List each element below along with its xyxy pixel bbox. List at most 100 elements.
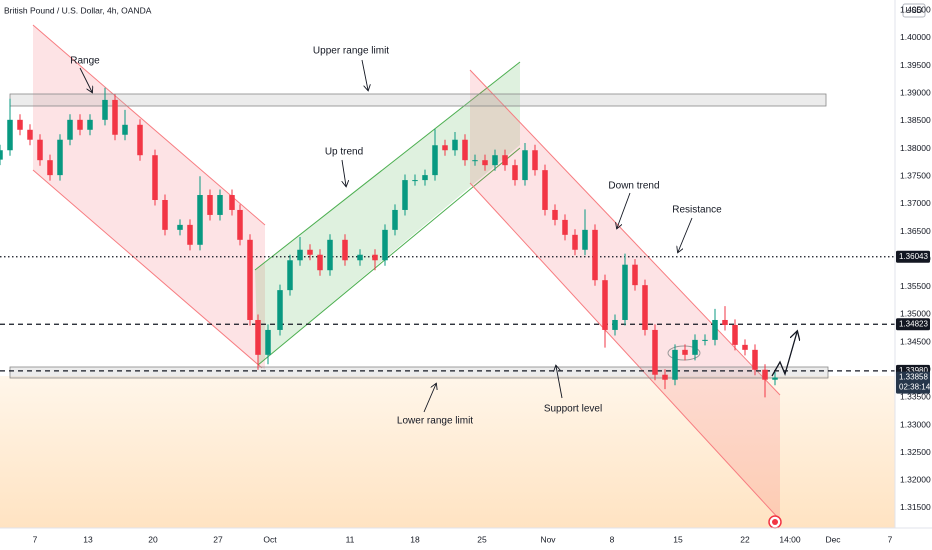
level-tag bbox=[896, 250, 930, 263]
candle-body bbox=[162, 199, 168, 230]
candle-body bbox=[7, 119, 13, 151]
candle-body bbox=[327, 239, 333, 271]
down-channel bbox=[33, 25, 265, 370]
candle-body bbox=[342, 239, 348, 261]
projection-arrow bbox=[771, 332, 797, 377]
candle-body bbox=[217, 195, 223, 215]
candle-body bbox=[0, 150, 3, 160]
annotation: Resistance bbox=[672, 205, 722, 216]
annotation: Down trend bbox=[608, 181, 659, 192]
y-tick-label: 1.39500 bbox=[900, 60, 931, 70]
event-icon-dot bbox=[772, 519, 778, 525]
candle-body bbox=[402, 180, 408, 210]
level-tag-label: 1.33980 bbox=[899, 366, 928, 375]
candle-body bbox=[762, 369, 768, 380]
candle-body bbox=[277, 290, 283, 330]
y-tick-label: 1.40000 bbox=[900, 32, 931, 42]
y-tick-label: 1.32500 bbox=[900, 447, 931, 457]
candle-body bbox=[137, 124, 143, 156]
candle-body bbox=[542, 170, 548, 210]
candle-body bbox=[672, 349, 678, 380]
level-tag bbox=[896, 318, 930, 331]
candle-body bbox=[122, 124, 128, 135]
pointer bbox=[678, 217, 693, 252]
x-tick-label: 11 bbox=[346, 534, 355, 544]
candle-body bbox=[422, 175, 428, 181]
candle-body bbox=[442, 145, 448, 151]
candle-body bbox=[522, 150, 528, 181]
y-tick-label: 1.38500 bbox=[900, 115, 931, 125]
countdown-label: 02:38:14 bbox=[899, 383, 931, 392]
candle-body bbox=[47, 160, 53, 176]
candle-body bbox=[265, 329, 271, 355]
candle-body bbox=[732, 324, 738, 345]
y-tick-label: 1.35000 bbox=[900, 309, 931, 319]
annotation: Support level bbox=[544, 404, 602, 415]
candle-body bbox=[57, 139, 63, 176]
y-tick-label: 1.31500 bbox=[900, 502, 931, 512]
candle-body bbox=[37, 139, 43, 161]
zone-fill bbox=[0, 376, 895, 528]
y-tick-label: 1.39000 bbox=[900, 88, 931, 98]
pointer bbox=[341, 159, 346, 186]
candle-body bbox=[712, 319, 718, 340]
x-tick-label: 7 bbox=[33, 534, 38, 544]
candle-body bbox=[552, 209, 558, 220]
candle-body bbox=[722, 319, 728, 325]
x-tick-label: Nov bbox=[540, 534, 556, 544]
candle-body bbox=[742, 344, 748, 350]
y-tick-label: 1.32000 bbox=[900, 475, 931, 485]
candle-body bbox=[229, 195, 235, 210]
candle-body bbox=[392, 209, 398, 230]
channel-line bbox=[32, 24, 266, 226]
candle-body bbox=[67, 119, 73, 140]
candle-body bbox=[297, 249, 303, 261]
annotation: Upper range limit bbox=[313, 46, 389, 57]
candle-body bbox=[662, 374, 668, 380]
candle-body bbox=[512, 165, 518, 181]
candle-body bbox=[237, 209, 243, 240]
candle-body bbox=[307, 249, 313, 255]
currency-badge[interactable] bbox=[902, 3, 926, 18]
x-tick-label: 13 bbox=[83, 534, 93, 544]
candle-body bbox=[592, 229, 598, 281]
candle-body bbox=[177, 224, 183, 230]
x-tick-label: 18 bbox=[410, 534, 420, 544]
candle-body bbox=[287, 260, 293, 291]
candle-body bbox=[197, 195, 203, 245]
y-tick-label: 1.37000 bbox=[900, 198, 931, 208]
pointer bbox=[79, 67, 92, 92]
candle-body bbox=[412, 180, 418, 182]
candle-body bbox=[87, 119, 93, 130]
annotation: Up trend bbox=[325, 147, 363, 158]
candle-body bbox=[572, 234, 578, 250]
pointer bbox=[617, 192, 631, 228]
x-tick-label: 27 bbox=[213, 534, 223, 544]
candle-body bbox=[682, 349, 688, 355]
up-channel bbox=[255, 62, 520, 365]
candle-body bbox=[207, 195, 213, 215]
level-tag-label: 1.36043 bbox=[899, 252, 928, 261]
candle-body bbox=[452, 139, 458, 151]
chart-title: British Pound / U.S. Dollar, 4h, OANDA bbox=[4, 5, 152, 15]
x-tick-label: 7 bbox=[888, 534, 893, 544]
candle-body bbox=[532, 150, 538, 171]
x-tick-label: 8 bbox=[610, 534, 615, 544]
range-box bbox=[9, 366, 829, 379]
x-tick-label: Oct bbox=[263, 534, 277, 544]
last-price-tag bbox=[896, 371, 930, 394]
y-tick-label: 1.35500 bbox=[900, 281, 931, 291]
candle-body bbox=[602, 280, 608, 330]
candle-body bbox=[752, 349, 758, 370]
candle-body bbox=[17, 119, 23, 130]
candle-body bbox=[372, 254, 378, 261]
y-tick-label: 1.34500 bbox=[900, 336, 931, 346]
candle-body bbox=[642, 285, 648, 330]
candle-body bbox=[27, 129, 33, 140]
candle-body bbox=[772, 377, 778, 380]
level-tag-label: 1.34823 bbox=[899, 319, 928, 328]
candle-body bbox=[562, 219, 568, 235]
candle-body bbox=[247, 239, 253, 320]
annotation: Lower range limit bbox=[397, 416, 473, 427]
